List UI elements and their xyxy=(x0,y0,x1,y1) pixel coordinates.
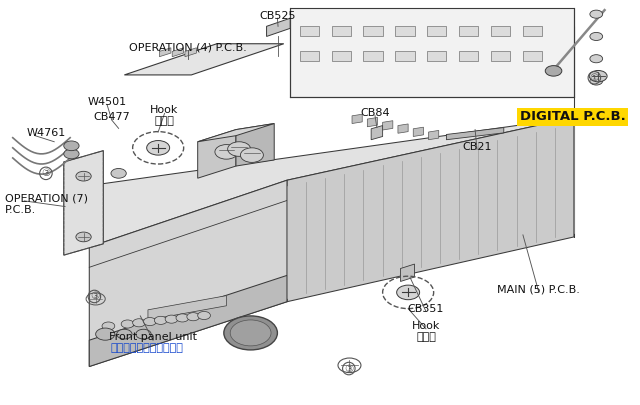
Text: ③: ③ xyxy=(344,364,353,373)
Circle shape xyxy=(165,315,178,323)
Circle shape xyxy=(116,329,132,339)
Polygon shape xyxy=(396,51,415,61)
Circle shape xyxy=(176,314,189,322)
Text: ③: ③ xyxy=(90,292,99,301)
Circle shape xyxy=(590,77,603,85)
Text: フック: フック xyxy=(155,116,175,126)
Text: ①: ① xyxy=(589,73,599,83)
Text: DIGITAL P.C.B.: DIGITAL P.C.B. xyxy=(520,110,625,123)
Circle shape xyxy=(187,313,200,321)
Circle shape xyxy=(241,148,264,162)
Polygon shape xyxy=(364,26,383,36)
Circle shape xyxy=(590,10,603,18)
Text: OPERATION (7): OPERATION (7) xyxy=(5,194,88,203)
Circle shape xyxy=(121,320,134,328)
Circle shape xyxy=(224,316,277,350)
Polygon shape xyxy=(459,51,478,61)
Circle shape xyxy=(230,320,271,346)
Polygon shape xyxy=(267,18,290,36)
Polygon shape xyxy=(185,48,196,57)
Circle shape xyxy=(198,311,211,320)
Polygon shape xyxy=(172,48,184,57)
Circle shape xyxy=(64,149,79,159)
Text: Hook: Hook xyxy=(412,321,440,331)
Polygon shape xyxy=(148,296,227,320)
Polygon shape xyxy=(90,275,287,367)
Polygon shape xyxy=(398,124,408,133)
Circle shape xyxy=(136,329,151,339)
Text: CB477: CB477 xyxy=(93,112,130,122)
Polygon shape xyxy=(332,51,351,61)
Polygon shape xyxy=(428,26,447,36)
Polygon shape xyxy=(90,180,287,367)
Polygon shape xyxy=(459,26,478,36)
Circle shape xyxy=(76,171,91,181)
Text: W4761: W4761 xyxy=(27,128,66,138)
Polygon shape xyxy=(371,126,383,140)
Circle shape xyxy=(589,70,607,82)
Text: Front panel unit: Front panel unit xyxy=(109,332,197,342)
Circle shape xyxy=(111,168,126,178)
Polygon shape xyxy=(429,130,439,140)
Circle shape xyxy=(147,141,170,155)
Polygon shape xyxy=(401,264,415,281)
Polygon shape xyxy=(367,117,378,127)
Text: CB21: CB21 xyxy=(462,142,492,151)
Text: フック: フック xyxy=(416,332,436,342)
Circle shape xyxy=(154,316,167,324)
Text: ③: ③ xyxy=(42,168,51,178)
Polygon shape xyxy=(64,151,103,255)
Polygon shape xyxy=(523,26,542,36)
Polygon shape xyxy=(198,124,274,142)
Polygon shape xyxy=(491,26,510,36)
Circle shape xyxy=(76,232,91,242)
Text: P.C.B.: P.C.B. xyxy=(5,205,36,215)
Text: CB351: CB351 xyxy=(408,304,444,313)
Polygon shape xyxy=(300,26,319,36)
Polygon shape xyxy=(290,8,574,97)
Text: CB525: CB525 xyxy=(259,11,296,21)
Circle shape xyxy=(590,55,603,63)
Circle shape xyxy=(143,318,156,326)
Circle shape xyxy=(545,66,562,76)
Polygon shape xyxy=(300,51,319,61)
Circle shape xyxy=(95,328,115,340)
Circle shape xyxy=(228,142,251,156)
Text: フロントパネルユニット: フロントパネルユニット xyxy=(110,343,183,353)
Circle shape xyxy=(397,285,420,300)
Text: CB84: CB84 xyxy=(360,108,390,117)
Polygon shape xyxy=(159,48,171,57)
Text: OPERATION (4) P.C.B.: OPERATION (4) P.C.B. xyxy=(129,43,247,53)
Circle shape xyxy=(590,32,603,40)
Text: Hook: Hook xyxy=(150,105,179,115)
Polygon shape xyxy=(491,51,510,61)
Circle shape xyxy=(102,322,115,330)
Circle shape xyxy=(132,319,145,327)
Polygon shape xyxy=(523,51,542,61)
Circle shape xyxy=(64,141,79,151)
Polygon shape xyxy=(413,127,424,136)
Polygon shape xyxy=(383,121,393,130)
Circle shape xyxy=(215,145,238,159)
Polygon shape xyxy=(236,124,274,166)
Polygon shape xyxy=(198,130,236,178)
Polygon shape xyxy=(352,114,362,124)
Polygon shape xyxy=(396,26,415,36)
Text: W4501: W4501 xyxy=(88,97,127,107)
Polygon shape xyxy=(124,44,284,75)
Polygon shape xyxy=(90,117,574,247)
Polygon shape xyxy=(447,128,504,140)
Polygon shape xyxy=(428,51,447,61)
Polygon shape xyxy=(364,51,383,61)
Polygon shape xyxy=(287,117,574,302)
Polygon shape xyxy=(332,26,351,36)
Text: MAIN (5) P.C.B.: MAIN (5) P.C.B. xyxy=(497,285,580,294)
